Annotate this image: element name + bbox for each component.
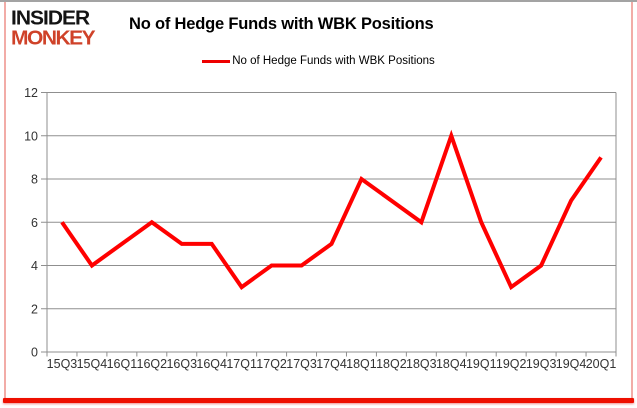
x-tick-label: 19Q3 — [526, 357, 557, 371]
x-tick-label: 19Q2 — [496, 357, 527, 371]
x-tick-label: 16Q1 — [107, 357, 138, 371]
legend-line-swatch — [202, 59, 231, 63]
x-tick-label: 16Q4 — [196, 357, 227, 371]
x-tick-label: 17Q4 — [316, 357, 347, 371]
series-line — [60, 129, 603, 291]
y-tick-label: 4 — [31, 259, 38, 273]
y-tick-label: 12 — [24, 86, 38, 100]
x-tick-label: 18Q3 — [406, 357, 437, 371]
frame-left-border — [4, 2, 6, 398]
y-tick-label: 6 — [31, 216, 38, 230]
x-tick-label: 20Q1 — [586, 357, 617, 371]
logo-text-insider: INSIDER — [11, 7, 90, 30]
x-tick-label: 18Q1 — [346, 357, 377, 371]
chart-title: No of Hedge Funds with WBK Positions — [129, 15, 434, 33]
frame-right-border — [631, 2, 633, 398]
x-tick-label: 18Q4 — [436, 357, 467, 371]
x-tick-label: 19Q1 — [466, 357, 497, 371]
x-tick-label: 17Q1 — [226, 357, 257, 371]
frame-bottom-border — [3, 398, 634, 403]
frame-top-border — [0, 0, 637, 2]
x-tick-label: 16Q3 — [166, 357, 197, 371]
legend: No of Hedge Funds with WBK Positions — [0, 55, 637, 67]
y-tick-label: 2 — [31, 302, 38, 316]
x-tick-label: 16Q2 — [137, 357, 168, 371]
x-tick-label: 18Q2 — [376, 357, 407, 371]
legend-label: No of Hedge Funds with WBK Positions — [232, 55, 435, 67]
x-tick-label: 15Q4 — [77, 357, 108, 371]
x-tick-label: 15Q3 — [47, 357, 78, 371]
x-tick-label: 17Q2 — [256, 357, 287, 371]
x-tick-label: 17Q3 — [286, 357, 317, 371]
y-tick-label: 8 — [31, 173, 38, 187]
insider-monkey-logo: INSIDER MONKEY — [11, 7, 96, 50]
logo-text-monkey: MONKEY — [11, 27, 96, 50]
y-tick-label: 10 — [24, 129, 38, 143]
x-tick-label: 19Q4 — [556, 357, 587, 371]
y-tick-label: 0 — [31, 346, 38, 360]
